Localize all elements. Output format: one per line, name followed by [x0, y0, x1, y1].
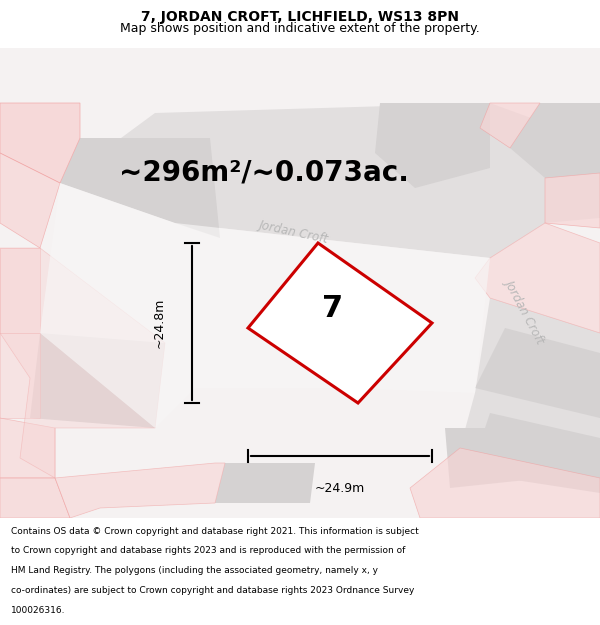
Polygon shape	[475, 328, 600, 418]
Polygon shape	[445, 428, 545, 488]
Polygon shape	[0, 248, 40, 333]
Polygon shape	[60, 138, 220, 238]
Polygon shape	[300, 276, 390, 373]
Polygon shape	[0, 418, 55, 478]
Text: Map shows position and indicative extent of the property.: Map shows position and indicative extent…	[120, 21, 480, 34]
Text: ~24.9m: ~24.9m	[315, 482, 365, 495]
Polygon shape	[0, 333, 40, 418]
Polygon shape	[60, 103, 600, 258]
Text: 7, JORDAN CROFT, LICHFIELD, WS13 8PN: 7, JORDAN CROFT, LICHFIELD, WS13 8PN	[141, 9, 459, 24]
Text: Jordan Croft: Jordan Croft	[258, 219, 330, 246]
Polygon shape	[545, 173, 600, 228]
Text: Jordan Croft: Jordan Croft	[503, 277, 547, 346]
Text: co-ordinates) are subject to Crown copyright and database rights 2023 Ordnance S: co-ordinates) are subject to Crown copyr…	[11, 586, 414, 595]
Polygon shape	[0, 153, 60, 248]
Text: ~296m²/~0.073ac.: ~296m²/~0.073ac.	[119, 159, 409, 186]
Polygon shape	[480, 103, 540, 148]
Text: 7: 7	[322, 294, 344, 323]
Polygon shape	[55, 463, 225, 518]
Polygon shape	[460, 298, 600, 478]
Polygon shape	[510, 103, 600, 178]
Text: HM Land Registry. The polygons (including the associated geometry, namely x, y: HM Land Registry. The polygons (includin…	[11, 566, 378, 575]
Polygon shape	[0, 248, 165, 478]
Polygon shape	[248, 243, 432, 403]
Polygon shape	[0, 478, 70, 518]
Text: 100026316.: 100026316.	[11, 606, 65, 615]
Polygon shape	[40, 183, 490, 428]
Polygon shape	[215, 463, 315, 503]
Text: Contains OS data © Crown copyright and database right 2021. This information is : Contains OS data © Crown copyright and d…	[11, 526, 419, 536]
Text: to Crown copyright and database rights 2023 and is reproduced with the permissio: to Crown copyright and database rights 2…	[11, 546, 405, 556]
Polygon shape	[0, 103, 80, 183]
Polygon shape	[30, 333, 165, 428]
Polygon shape	[470, 413, 600, 493]
Text: ~24.8m: ~24.8m	[152, 298, 166, 348]
Polygon shape	[375, 103, 490, 188]
Polygon shape	[410, 448, 600, 518]
Polygon shape	[475, 223, 600, 333]
